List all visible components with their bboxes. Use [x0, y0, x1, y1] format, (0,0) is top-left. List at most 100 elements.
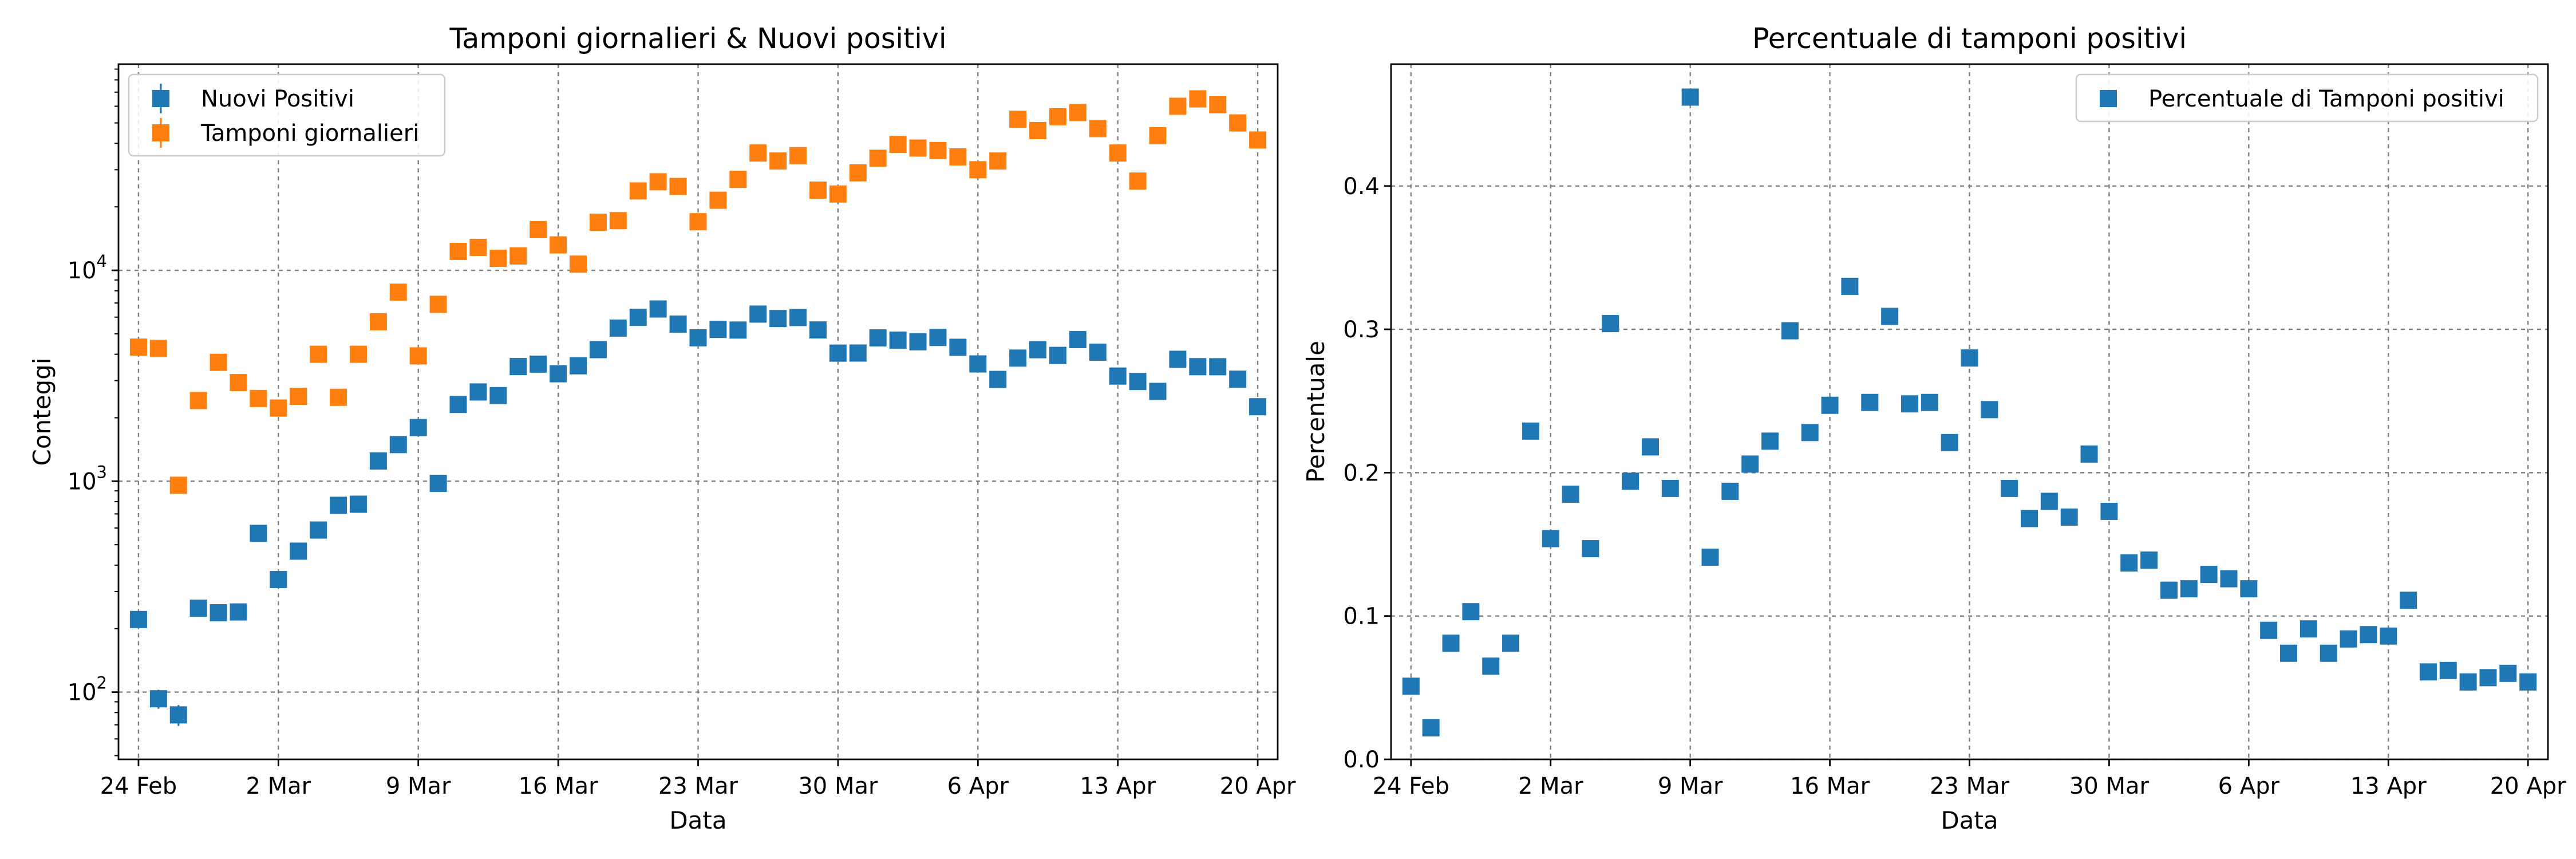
- data-point: [1542, 530, 1559, 547]
- data-point: [1681, 88, 1699, 106]
- x-tick-label: 23 Mar: [658, 773, 738, 799]
- x-tick-label: 6 Apr: [947, 773, 1009, 799]
- data-point: [1582, 540, 1599, 558]
- data-point: [189, 392, 207, 409]
- data-point: [1901, 395, 1918, 413]
- data-point: [589, 214, 607, 231]
- data-point: [2499, 664, 2517, 682]
- data-point: [1442, 635, 1460, 652]
- right-y-axis-label: Percentuale: [1302, 341, 1330, 483]
- data-point: [689, 213, 707, 231]
- left-y-axis-label: Conteggi: [28, 358, 56, 466]
- data-point: [1049, 108, 1066, 125]
- data-point: [270, 399, 287, 417]
- data-point: [1229, 371, 1247, 388]
- data-point: [2240, 580, 2258, 598]
- data-point: [2200, 566, 2218, 584]
- left-data-markers: [129, 90, 1267, 726]
- data-point: [330, 388, 347, 406]
- data-point: [1149, 383, 1167, 400]
- y-tick-label: 0.0: [1343, 747, 1380, 773]
- data-point: [769, 152, 787, 170]
- left-gridlines: [118, 64, 1278, 759]
- data-point: [1109, 144, 1127, 162]
- data-point: [509, 247, 527, 265]
- data-point: [849, 344, 867, 362]
- data-point: [1029, 121, 1047, 139]
- data-point: [1482, 657, 1500, 675]
- data-point: [2220, 570, 2238, 588]
- data-point: [1209, 358, 1227, 376]
- right-chart-title: Percentuale di tamponi positivi: [1752, 22, 2187, 55]
- data-point: [1089, 343, 1107, 361]
- data-point: [869, 329, 887, 347]
- data-point: [210, 604, 227, 621]
- data-point: [1009, 349, 1027, 367]
- right-legend: Percentuale di Tamponi positivi: [2075, 73, 2539, 123]
- data-point: [709, 321, 727, 338]
- data-point: [469, 238, 487, 256]
- x-tick-label: 23 Mar: [1930, 773, 2010, 799]
- y-tick-label: 102: [68, 673, 107, 706]
- x-tick-label: 6 Apr: [2218, 773, 2280, 799]
- right-chart: Percentuale di tamponi positivi 24 Feb 2 …: [1302, 22, 2566, 834]
- data-point: [1562, 485, 1579, 503]
- x-tick-label: 13 Apr: [1080, 773, 1156, 799]
- data-point: [530, 355, 547, 373]
- x-tick-label: 16 Mar: [1790, 773, 1870, 799]
- data-point: [1641, 438, 1659, 456]
- x-tick-label: 2 Mar: [1518, 773, 1583, 799]
- data-point: [570, 357, 587, 375]
- data-point: [789, 147, 807, 164]
- data-point: [449, 396, 467, 413]
- data-point: [369, 313, 387, 330]
- data-point: [2459, 673, 2477, 691]
- data-point: [1402, 677, 1420, 695]
- data-point: [1821, 396, 1839, 414]
- data-point: [250, 389, 267, 407]
- data-point: [2060, 508, 2078, 526]
- data-point: [509, 358, 527, 376]
- data-point: [2280, 644, 2298, 662]
- data-point: [1009, 111, 1027, 128]
- x-tick-label: 2 Mar: [246, 773, 311, 799]
- data-point: [1761, 432, 1779, 450]
- data-point: [649, 173, 667, 191]
- data-point: [189, 600, 207, 617]
- data-point: [829, 185, 847, 203]
- x-tick-label: 24 Feb: [100, 773, 177, 799]
- data-point: [609, 319, 627, 337]
- data-point: [349, 345, 367, 363]
- data-point: [1209, 96, 1227, 113]
- data-point: [1522, 422, 1539, 440]
- data-point: [1841, 277, 1859, 295]
- data-point: [489, 250, 507, 267]
- data-point: [1069, 104, 1086, 121]
- data-point: [1249, 131, 1267, 149]
- data-point: [129, 338, 147, 356]
- data-point: [2080, 445, 2098, 463]
- data-point: [2040, 492, 2058, 510]
- x-tick-label: 16 Mar: [519, 773, 599, 799]
- data-point: [550, 236, 567, 254]
- data-point: [1049, 346, 1066, 364]
- data-point: [169, 706, 187, 724]
- legend-marker: [152, 90, 169, 107]
- data-point: [2180, 580, 2198, 598]
- data-point: [1109, 367, 1127, 385]
- data-point: [2439, 661, 2457, 679]
- y-tick-label: 104: [68, 251, 107, 284]
- y-tick-label: 0.4: [1343, 174, 1380, 200]
- data-point: [570, 255, 587, 273]
- x-tick-label: 20 Apr: [1220, 773, 1296, 799]
- left-chart-title: Tamponi giornalieri & Nuovi positivi: [449, 22, 946, 55]
- data-point: [869, 149, 887, 167]
- data-point: [729, 321, 747, 339]
- legend-box: [128, 73, 446, 157]
- data-point: [2400, 592, 2417, 609]
- data-point: [1781, 322, 1799, 340]
- data-point: [829, 344, 847, 362]
- right-gridlines: [1391, 64, 2548, 761]
- data-point: [1189, 358, 1207, 376]
